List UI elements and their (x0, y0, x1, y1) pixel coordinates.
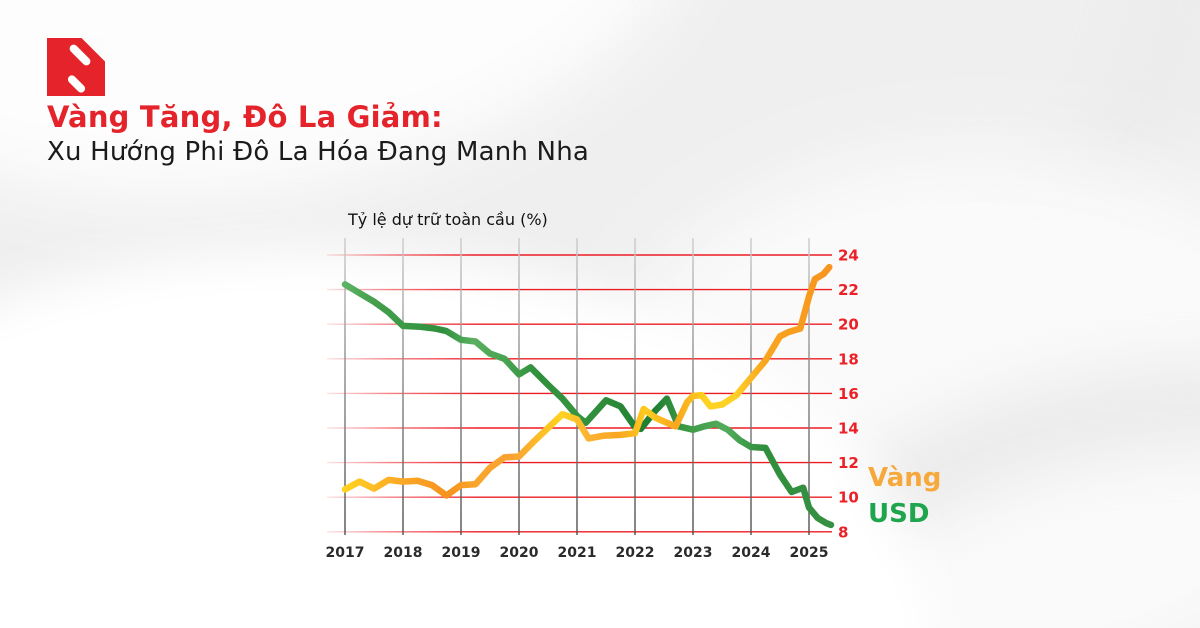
x-axis-label: 2018 (384, 545, 423, 561)
y-axis-label: 8 (838, 523, 848, 541)
logo-slash-small-icon (66, 73, 87, 95)
chart-legend: Vàng USD (868, 460, 941, 532)
legend-item-usd: USD (868, 499, 930, 529)
y-axis-label: 14 (838, 420, 859, 438)
y-axis-label: 10 (838, 489, 859, 507)
series-line-vang (341, 263, 833, 499)
headline-subtitle: Xu Hướng Phi Đô La Hóa Đang Manh Nha (47, 137, 590, 167)
y-axis-label: 12 (838, 454, 859, 472)
x-axis-label: 2020 (500, 545, 539, 561)
x-axis-label: 2022 (616, 545, 655, 561)
brand-logo-icon (47, 38, 105, 96)
x-axis-label: 2024 (732, 545, 771, 561)
y-axis-label: 18 (838, 350, 859, 368)
x-axis-label: 2021 (558, 545, 597, 561)
x-axis-label: 2023 (674, 545, 713, 561)
x-axis-label: 2025 (790, 545, 829, 561)
y-axis-label: 16 (838, 385, 859, 403)
headline-accent: Vàng Tăng, Đô La Giảm: (47, 100, 443, 134)
chart-title: Tỷ lệ dự trữ toàn cầu (%) (348, 210, 548, 229)
series-line-usd (341, 281, 835, 529)
y-axis-label: 20 (838, 316, 859, 334)
legend-item-gold: Vàng (868, 463, 942, 493)
x-axis-label: 2019 (442, 545, 481, 561)
y-axis-label: 24 (838, 247, 859, 265)
y-axis-label: 22 (838, 281, 859, 299)
x-axis-label: 2017 (326, 545, 365, 561)
logo-slash-icon (67, 42, 93, 68)
